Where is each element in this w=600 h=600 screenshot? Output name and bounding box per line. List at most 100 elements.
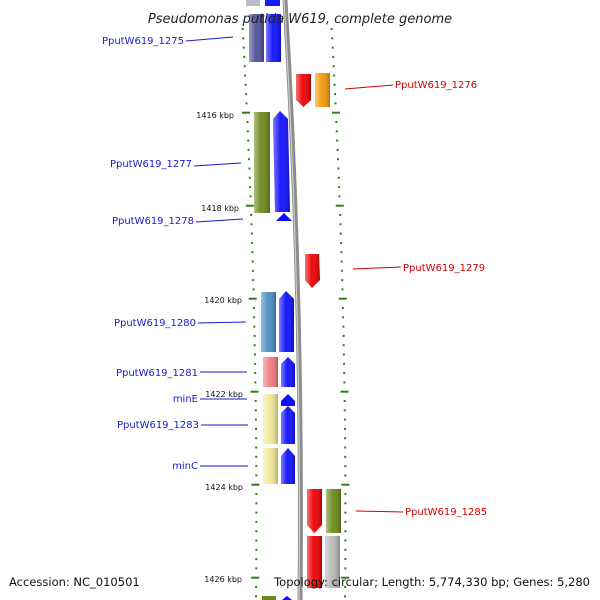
scale-tick bbox=[255, 558, 258, 561]
scale-tick bbox=[251, 260, 254, 263]
scale-tick bbox=[334, 102, 337, 105]
scale-tick bbox=[245, 93, 248, 96]
gene-label-1275[interactable]: PputW619_1275 bbox=[102, 36, 184, 47]
scale-tick bbox=[344, 511, 347, 514]
gene-feature-sheen bbox=[325, 536, 340, 588]
scale-tick bbox=[253, 344, 256, 347]
gene-label-1283[interactable]: PputW619_1283 bbox=[117, 420, 199, 431]
scale-tick bbox=[344, 548, 347, 551]
scale-tick bbox=[244, 83, 247, 86]
gene-label-1279[interactable]: PputW619_1279 bbox=[403, 263, 485, 274]
scale-tick bbox=[339, 232, 342, 235]
leader-1285 bbox=[355, 510, 404, 513]
scale-tick bbox=[340, 251, 343, 254]
scale-tick bbox=[248, 176, 251, 179]
scale-tick bbox=[242, 111, 250, 114]
gene-feature-minE[interactable] bbox=[281, 394, 295, 406]
scale-tick bbox=[342, 344, 345, 347]
scale-tick bbox=[254, 400, 257, 402]
scale-tick bbox=[338, 195, 341, 198]
gene-feature-sheen bbox=[281, 406, 295, 444]
gene-feature[interactable] bbox=[246, 0, 260, 6]
scale-tick bbox=[254, 381, 257, 384]
gene-label-1280[interactable]: PputW619_1280 bbox=[114, 318, 196, 329]
scale-tick bbox=[344, 493, 347, 495]
scale-tick bbox=[245, 204, 254, 207]
scale-tick bbox=[343, 372, 346, 375]
scale-tick bbox=[254, 372, 257, 375]
scale-tick bbox=[246, 130, 249, 133]
scale-tick bbox=[344, 502, 347, 505]
leader-1275 bbox=[185, 36, 234, 42]
scale-tick bbox=[342, 353, 345, 356]
gene-feature-sheen bbox=[281, 357, 295, 387]
scale-label-1420: 1420 kbp bbox=[204, 296, 242, 305]
scale-tick bbox=[255, 586, 258, 588]
leader-1279 bbox=[352, 266, 402, 270]
gene-label-1277[interactable]: PputW619_1277 bbox=[110, 159, 192, 170]
scale-tick bbox=[338, 297, 347, 300]
gene-labels-right: PputW619_1276 PputW619_1279 PputW619_128… bbox=[395, 80, 487, 518]
gene-feature-sheen bbox=[279, 291, 294, 352]
gene-feature[interactable] bbox=[282, 596, 292, 600]
gene-label-minC[interactable]: minC bbox=[172, 461, 198, 472]
scale-tick bbox=[340, 260, 343, 263]
scale-tick bbox=[332, 65, 335, 68]
scale-tick bbox=[342, 334, 345, 337]
leader-1280 bbox=[197, 321, 247, 324]
gene-feature[interactable] bbox=[262, 596, 276, 600]
scale-tick bbox=[343, 400, 346, 402]
gene-label-1276[interactable]: PputW619_1276 bbox=[395, 80, 477, 91]
scale-tick bbox=[255, 474, 258, 477]
scale-tick bbox=[341, 279, 344, 282]
genome-backbone bbox=[282, 0, 303, 600]
gene-label-1285[interactable]: PputW619_1285 bbox=[405, 507, 487, 518]
scale-tick bbox=[344, 465, 347, 468]
scale-tick bbox=[340, 241, 343, 244]
scale-tick bbox=[341, 576, 350, 579]
scale-tick bbox=[255, 530, 258, 533]
scale-tick bbox=[344, 474, 347, 477]
gene-feature-1278[interactable] bbox=[276, 213, 292, 221]
scale-tick bbox=[248, 167, 251, 170]
scale-tick bbox=[255, 595, 257, 598]
scale-tick bbox=[251, 483, 260, 486]
scale-tick bbox=[342, 325, 345, 328]
scale-label-1416: 1416 kbp bbox=[196, 111, 234, 120]
scale-tick bbox=[250, 214, 253, 216]
scale-tick bbox=[332, 111, 340, 114]
scale-tick bbox=[342, 316, 345, 319]
scale-tick bbox=[251, 269, 254, 272]
scale-tick bbox=[242, 46, 245, 49]
scale-tick bbox=[255, 493, 258, 495]
scale-tick bbox=[343, 409, 346, 412]
gene-feature[interactable] bbox=[265, 0, 280, 6]
topology-text: Topology: circular; Length: 5,774,330 bp… bbox=[273, 575, 590, 589]
scale-tick bbox=[344, 520, 347, 523]
scale-tick bbox=[251, 241, 254, 244]
leader-1278 bbox=[195, 218, 244, 223]
scale-tick bbox=[344, 455, 347, 458]
scale-tick bbox=[331, 46, 334, 49]
scale-tick bbox=[336, 148, 339, 151]
gene-label-minE[interactable]: minE bbox=[173, 394, 198, 405]
scale-tick bbox=[344, 567, 347, 570]
scale-tick bbox=[247, 148, 250, 151]
scale-tick bbox=[249, 186, 252, 189]
scale-tick bbox=[247, 139, 250, 142]
scale-tick bbox=[245, 102, 248, 105]
scale-tick bbox=[255, 548, 258, 551]
scale-tick bbox=[255, 539, 258, 542]
scale-tick bbox=[344, 437, 347, 440]
leader-1277 bbox=[193, 162, 242, 167]
accession-text: Accession: NC_010501 bbox=[9, 575, 140, 589]
scale-tick bbox=[242, 37, 245, 40]
scale-tick bbox=[336, 139, 339, 142]
gene-label-1281[interactable]: PputW619_1281 bbox=[116, 368, 198, 379]
gene-feature-sheen bbox=[307, 536, 322, 588]
scale-tick bbox=[251, 251, 254, 254]
gene-feature-sheen bbox=[273, 111, 290, 212]
gene-label-1278[interactable]: PputW619_1278 bbox=[112, 216, 194, 227]
scale-tick bbox=[255, 567, 258, 570]
gene-feature-1280-sheen bbox=[261, 292, 276, 352]
